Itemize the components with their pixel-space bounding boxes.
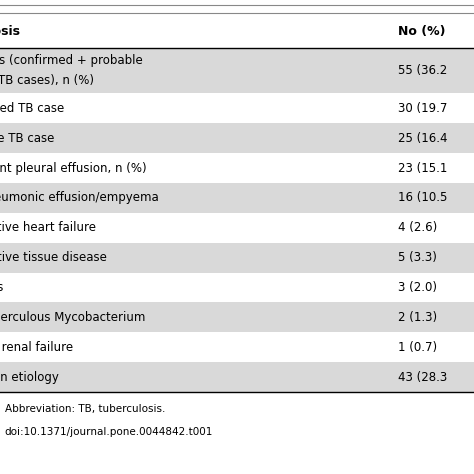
Text: doi:10.1371/journal.pone.0044842.t001: doi:10.1371/journal.pone.0044842.t001 — [5, 427, 213, 437]
Text: Parapneumonic effusion/empyema: Parapneumonic effusion/empyema — [0, 191, 158, 204]
Text: Probable TB case: Probable TB case — [0, 132, 54, 145]
Text: 1 (0.7): 1 (0.7) — [398, 341, 438, 354]
Bar — [0, 362, 474, 392]
Text: 2 (1.3): 2 (1.3) — [398, 311, 438, 324]
Text: 3 (2.0): 3 (2.0) — [398, 281, 437, 294]
Bar — [0, 123, 474, 153]
Bar — [0, 93, 474, 123]
Text: No (%): No (%) — [398, 25, 446, 38]
Text: Chronic renal failure: Chronic renal failure — [0, 341, 73, 354]
Bar — [0, 302, 474, 332]
Text: Congestive heart failure: Congestive heart failure — [0, 221, 96, 234]
Text: pleural TB cases), n (%): pleural TB cases), n (%) — [0, 74, 93, 87]
Text: Cirrhosis: Cirrhosis — [0, 281, 4, 294]
Text: 5 (3.3): 5 (3.3) — [398, 251, 437, 264]
Bar — [0, 243, 474, 273]
Bar — [0, 48, 474, 93]
Text: 30 (19.7: 30 (19.7 — [398, 102, 447, 115]
Text: Diagnosis: Diagnosis — [0, 25, 20, 38]
Text: 4 (2.6): 4 (2.6) — [398, 221, 438, 234]
Text: Connective tissue disease: Connective tissue disease — [0, 251, 107, 264]
Text: Unknown etiology: Unknown etiology — [0, 371, 58, 383]
Text: Abbreviation: TB, tuberculosis.: Abbreviation: TB, tuberculosis. — [5, 404, 165, 414]
Bar — [0, 153, 474, 183]
Text: TB cases (confirmed + probable: TB cases (confirmed + probable — [0, 55, 142, 67]
Text: 43 (28.3: 43 (28.3 — [398, 371, 447, 383]
Text: Confirmed TB case: Confirmed TB case — [0, 102, 64, 115]
Text: 25 (16.4: 25 (16.4 — [398, 132, 447, 145]
Text: Non-tuberculous Mycobacterium: Non-tuberculous Mycobacterium — [0, 311, 145, 324]
Bar — [0, 183, 474, 213]
Bar — [0, 213, 474, 243]
Text: 55 (36.2: 55 (36.2 — [398, 64, 447, 77]
Bar — [0, 273, 474, 302]
Text: 16 (10.5: 16 (10.5 — [398, 191, 447, 204]
Text: Malignant pleural effusion, n (%): Malignant pleural effusion, n (%) — [0, 162, 146, 174]
Bar — [0, 332, 474, 362]
Text: 23 (15.1: 23 (15.1 — [398, 162, 447, 174]
